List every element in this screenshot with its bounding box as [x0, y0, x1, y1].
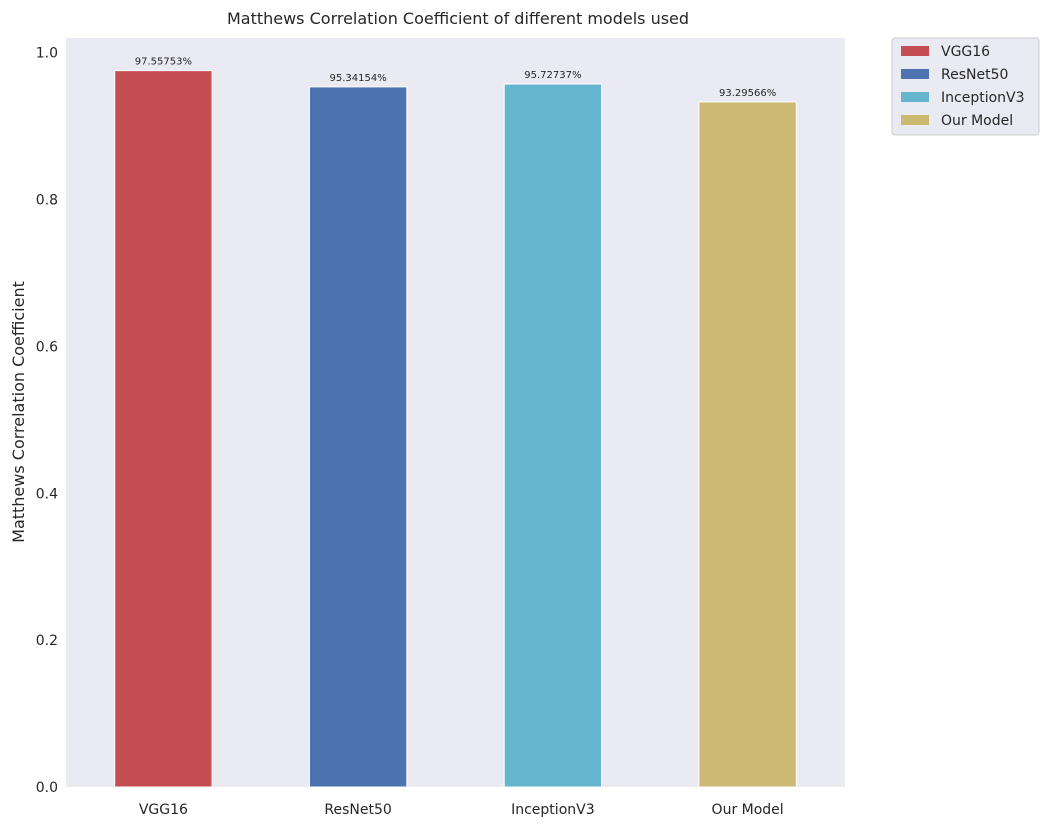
x-tick-label: InceptionV3: [511, 802, 595, 818]
y-tick-label: 0.4: [36, 486, 58, 502]
data-label: 95.34154%: [330, 73, 387, 84]
x-axis-ticks: VGG16 ResNet50 InceptionV3 Our Model: [139, 802, 784, 818]
y-axis-label: Matthews Correlation Coefficient: [9, 281, 28, 543]
y-tick-label: 0.6: [36, 339, 58, 355]
legend-box: [891, 37, 1040, 136]
bars-group: [114, 70, 797, 788]
legend-label: Our Model: [941, 113, 1013, 129]
data-label: 95.72737%: [524, 70, 581, 81]
legend-swatch: [901, 92, 929, 102]
legend-swatch: [901, 69, 929, 79]
legend-label: VGG16: [941, 44, 990, 60]
legend-swatch: [901, 115, 929, 125]
chart-title: Matthews Correlation Coefficient of diff…: [227, 9, 689, 28]
bar-resnet50: [308, 86, 408, 788]
data-label: 97.55753%: [135, 57, 192, 68]
y-tick-label: 0.0: [36, 780, 58, 796]
legend-label: InceptionV3: [941, 90, 1025, 106]
x-tick-label: ResNet50: [324, 802, 391, 818]
x-tick-label: VGG16: [139, 802, 188, 818]
y-tick-label: 0.2: [36, 633, 58, 649]
bar-our-model: [698, 101, 797, 788]
y-tick-label: 0.8: [36, 193, 58, 209]
bar-vgg16: [114, 70, 213, 788]
legend-label: ResNet50: [941, 67, 1008, 83]
y-axis-ticks: 0.0 0.2 0.4 0.6 0.8 1.0: [36, 46, 58, 796]
x-tick-label: Our Model: [712, 802, 784, 818]
legend-swatch: [901, 46, 929, 56]
bar-inceptionv3: [503, 83, 603, 788]
data-labels-group: 97.55753% 95.34154% 95.72737% 93.29566%: [135, 57, 776, 99]
data-label: 93.29566%: [719, 88, 776, 99]
y-tick-label: 1.0: [36, 46, 58, 62]
legend: VGG16 ResNet50 InceptionV3 Our Model: [891, 37, 1040, 136]
